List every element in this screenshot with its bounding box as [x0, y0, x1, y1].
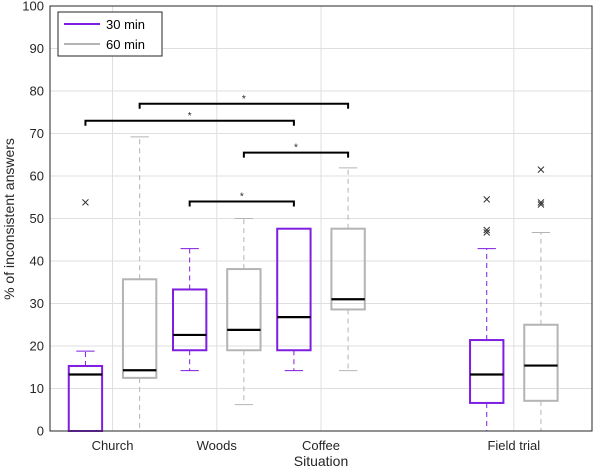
- significance-star: *: [240, 192, 244, 203]
- outlier-marker: [537, 166, 545, 173]
- significance-bracket: *: [138, 94, 350, 109]
- significance-bracket: *: [242, 143, 350, 158]
- significance-star: *: [188, 111, 192, 122]
- y-tick-label: 80: [30, 84, 44, 99]
- box-30-min-coffee: [276, 227, 312, 372]
- x-tick-labels: Church Woods Coffee Field trial: [92, 438, 541, 453]
- y-tick-label: 70: [30, 126, 44, 141]
- box-60-min-woods: [226, 218, 262, 406]
- iqr-box: [469, 339, 505, 404]
- box-30-min-woods: [171, 248, 208, 372]
- outlier-marker: [537, 201, 545, 208]
- y-tick-label: 0: [37, 424, 44, 439]
- x-tick-label: Church: [92, 438, 134, 453]
- outlier-marker: [82, 198, 89, 206]
- y-tick-label: 60: [30, 169, 44, 184]
- outlier-stroke: [82, 198, 89, 206]
- outlier-stroke: [537, 201, 545, 208]
- y-tick-label: 100: [22, 0, 44, 14]
- legend-label-30-min: 30 min: [106, 17, 145, 32]
- y-tick-label: 90: [30, 41, 44, 56]
- outlier-marker: [483, 196, 491, 203]
- iqr-box: [330, 227, 366, 311]
- iqr-box: [121, 278, 158, 379]
- outlier-stroke: [537, 166, 545, 173]
- outlier-stroke: [537, 198, 545, 206]
- y-tick-label: 20: [30, 339, 44, 354]
- legend: 30 min 60 min: [57, 11, 163, 57]
- x-axis-label: Situation: [294, 453, 348, 469]
- iqr-box: [171, 288, 208, 352]
- y-tick-label: 30: [30, 296, 44, 311]
- x-tick-label: Woods: [197, 438, 238, 453]
- legend-box: [57, 11, 163, 57]
- box-60-min-coffee: [330, 167, 366, 372]
- y-axis-label: % of inconsistent answers: [1, 138, 17, 300]
- bracket-line: [188, 200, 295, 207]
- plot-frame: [49, 5, 593, 432]
- legend-label-60-min: 60 min: [106, 37, 145, 52]
- significance-bracket: *: [188, 192, 295, 207]
- box-60-min-church: [121, 136, 158, 432]
- iqr-box: [226, 268, 262, 352]
- significance-brackets: * * * *: [84, 94, 350, 207]
- significance-star: *: [294, 143, 298, 154]
- iqr-box: [276, 227, 312, 352]
- y-tick-label: 10: [30, 381, 44, 396]
- outlier-stroke: [483, 226, 491, 234]
- outlier-stroke: [483, 229, 491, 236]
- outlier-marker: [483, 226, 491, 234]
- x-tick-label: Field trial: [487, 438, 540, 453]
- bracket-line: [138, 102, 350, 109]
- outlier-stroke: [483, 196, 491, 203]
- x-tick-label: Coffee: [302, 438, 340, 453]
- significance-star: *: [242, 94, 246, 105]
- outlier-marker: [483, 229, 491, 236]
- significance-bracket: *: [84, 111, 295, 126]
- y-tick-labels: 0 10 20 30 40 50 60 70 80 90 100: [22, 0, 44, 439]
- outlier-marker: [537, 198, 545, 206]
- iqr-box: [523, 323, 559, 402]
- y-tick-label: 50: [30, 211, 44, 226]
- bracket-line: [84, 119, 295, 126]
- y-tick-label: 40: [30, 254, 44, 269]
- bracket-line: [242, 151, 350, 158]
